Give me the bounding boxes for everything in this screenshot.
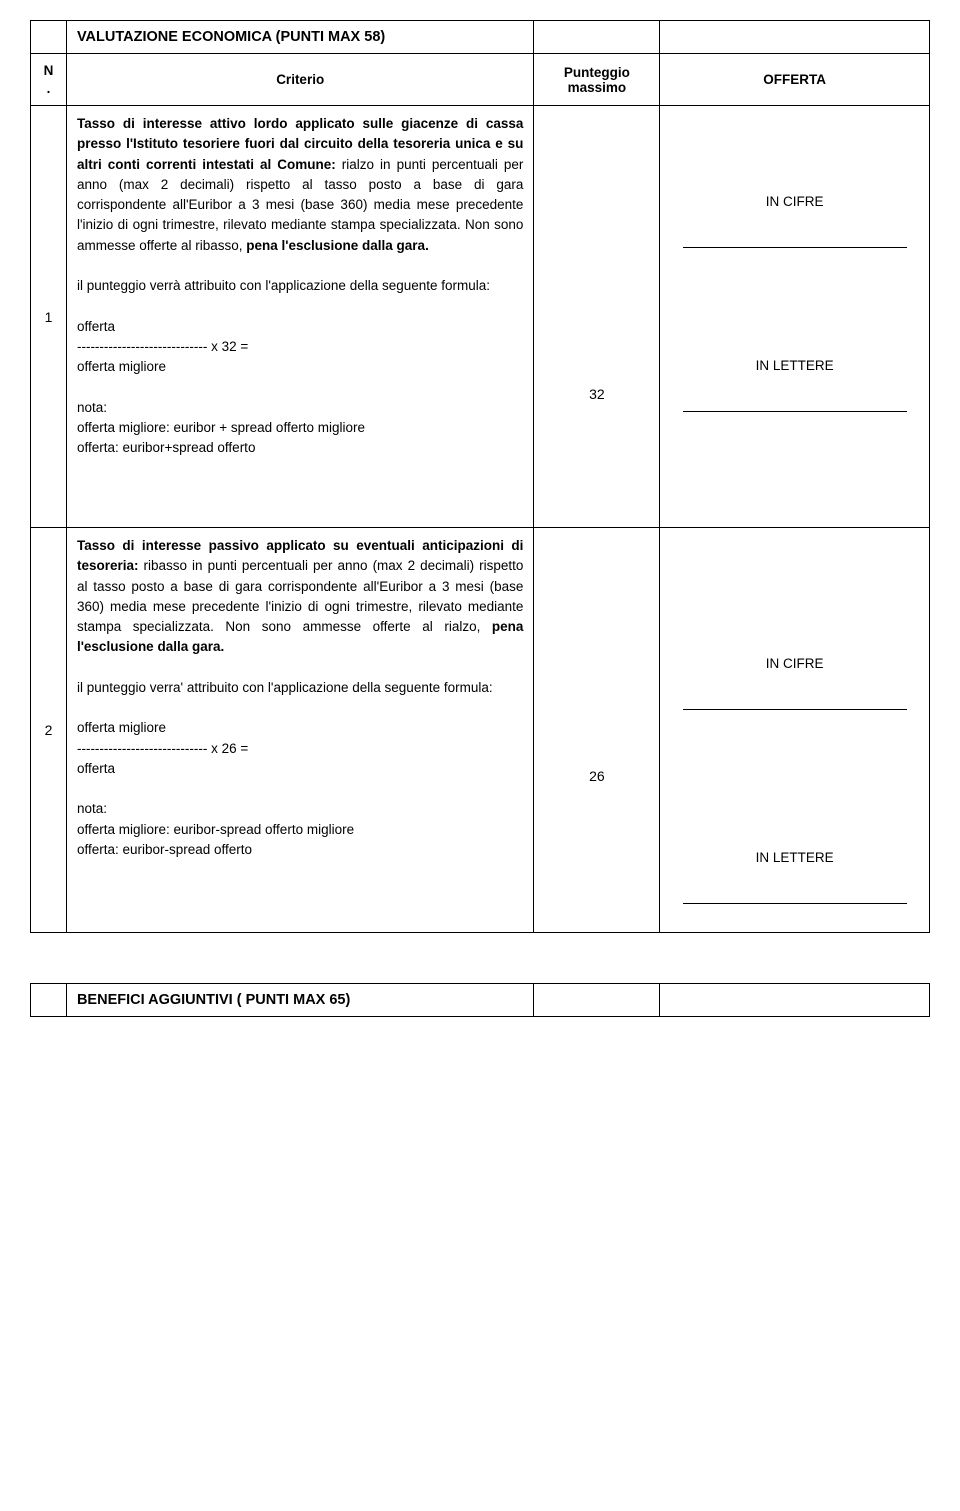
empty-cell bbox=[31, 984, 67, 1017]
in-cifre-label: IN CIFRE bbox=[670, 194, 919, 209]
criterion-text: Tasso di interesse attivo lordo applicat… bbox=[66, 106, 533, 528]
nota-line1: offerta migliore: euribor-spread offerto… bbox=[77, 822, 354, 837]
pena-text: pena l'esclusione dalla gara. bbox=[246, 238, 429, 253]
header-punteggio-text: Punteggio massimo bbox=[564, 65, 630, 95]
fill-line[interactable] bbox=[683, 247, 907, 248]
formula-line2: ----------------------------- x 32 = bbox=[77, 339, 248, 354]
formula-block: offerta ----------------------------- x … bbox=[77, 317, 523, 378]
fill-line[interactable] bbox=[683, 903, 907, 904]
section-row: VALUTAZIONE ECONOMICA (PUNTI MAX 58) bbox=[31, 21, 930, 54]
fill-line[interactable] bbox=[683, 411, 907, 412]
section-title: VALUTAZIONE ECONOMICA (PUNTI MAX 58) bbox=[66, 21, 533, 54]
punteggio-value: 26 bbox=[534, 528, 660, 933]
formula-line3: offerta migliore bbox=[77, 359, 166, 374]
header-punteggio: Punteggio massimo bbox=[534, 54, 660, 106]
benefits-table: BENEFICI AGGIUNTIVI ( PUNTI MAX 65) bbox=[30, 983, 930, 1017]
in-lettere-label: IN LETTERE bbox=[670, 850, 919, 865]
nota-label: nota: bbox=[77, 801, 107, 816]
in-lettere-label: IN LETTERE bbox=[670, 358, 919, 373]
row-number: 2 bbox=[31, 528, 67, 933]
nota-line1: offerta migliore: euribor + spread offer… bbox=[77, 420, 365, 435]
formula-block: offerta migliore -----------------------… bbox=[77, 718, 523, 779]
in-cifre-label: IN CIFRE bbox=[670, 656, 919, 671]
criterion-text: Tasso di interesse passivo applicato su … bbox=[66, 528, 533, 933]
criterion-row-2: 2 Tasso di interesse passivo applicato s… bbox=[31, 528, 930, 933]
formula-line1: offerta bbox=[77, 319, 115, 334]
evaluation-table: VALUTAZIONE ECONOMICA (PUNTI MAX 58) N. … bbox=[30, 20, 930, 933]
formula-line2: ----------------------------- x 26 = bbox=[77, 741, 248, 756]
empty-cell bbox=[660, 984, 930, 1017]
nota-line2: offerta: euribor-spread offerto bbox=[77, 842, 252, 857]
in-cifre-block: IN CIFRE bbox=[670, 656, 919, 730]
section-gap bbox=[30, 933, 930, 983]
punteggio-value: 32 bbox=[534, 106, 660, 528]
formula-intro: il punteggio verra' attribuito con l'app… bbox=[77, 680, 493, 695]
header-offerta: OFFERTA bbox=[660, 54, 930, 106]
empty-cell bbox=[660, 21, 930, 54]
header-n: N. bbox=[31, 54, 67, 106]
empty-cell bbox=[31, 21, 67, 54]
fill-line[interactable] bbox=[683, 709, 907, 710]
body-text: ribasso in punti percentuali per anno (m… bbox=[77, 558, 523, 634]
nota-block: nota: offerta migliore: euribor + spread… bbox=[77, 398, 523, 459]
section-row: BENEFICI AGGIUNTIVI ( PUNTI MAX 65) bbox=[31, 984, 930, 1017]
offerta-cell: IN CIFRE IN LETTERE bbox=[660, 106, 930, 528]
header-row: N. Criterio Punteggio massimo OFFERTA bbox=[31, 54, 930, 106]
in-lettere-block: IN LETTERE bbox=[670, 358, 919, 432]
section-title: BENEFICI AGGIUNTIVI ( PUNTI MAX 65) bbox=[66, 984, 533, 1017]
offerta-cell: IN CIFRE IN LETTERE bbox=[660, 528, 930, 933]
in-lettere-block: IN LETTERE bbox=[670, 850, 919, 924]
header-criterio: Criterio bbox=[66, 54, 533, 106]
formula-intro: il punteggio verrà attribuito con l'appl… bbox=[77, 278, 490, 293]
offerta-inner: IN CIFRE IN LETTERE bbox=[670, 536, 919, 924]
criterion-row-1: 1 Tasso di interesse attivo lordo applic… bbox=[31, 106, 930, 528]
empty-cell bbox=[534, 21, 660, 54]
row-number: 1 bbox=[31, 106, 67, 528]
in-cifre-block: IN CIFRE bbox=[670, 194, 919, 268]
empty-cell bbox=[534, 984, 660, 1017]
nota-block: nota: offerta migliore: euribor-spread o… bbox=[77, 799, 523, 860]
formula-line1: offerta migliore bbox=[77, 720, 166, 735]
nota-label: nota: bbox=[77, 400, 107, 415]
nota-line2: offerta: euribor+spread offerto bbox=[77, 440, 256, 455]
offerta-inner: IN CIFRE IN LETTERE bbox=[670, 114, 919, 432]
formula-line3: offerta bbox=[77, 761, 115, 776]
